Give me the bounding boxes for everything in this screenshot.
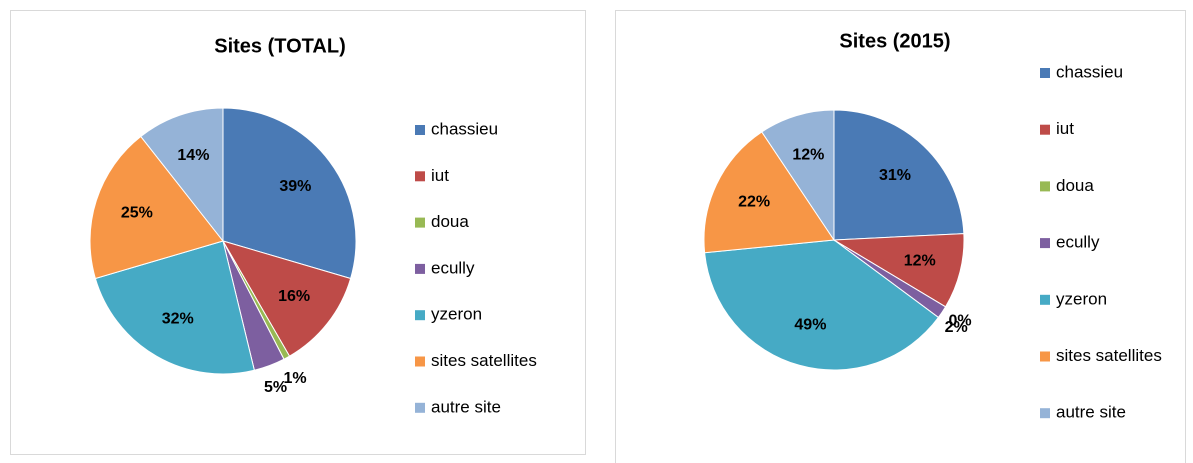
data-label: 22%: [738, 193, 770, 210]
legend-swatch: [1040, 124, 1050, 135]
data-label: 2%: [945, 319, 968, 336]
pie-slice: [140, 107, 224, 243]
data-label: 0%: [948, 313, 971, 330]
data-label: 39%: [279, 178, 311, 195]
data-label: 1%: [283, 370, 306, 387]
legend-label: iut: [1056, 119, 1074, 138]
legend-label: doua: [431, 212, 469, 231]
legend-label: yzeron: [1056, 289, 1107, 308]
pie-slice: [222, 107, 357, 280]
pie-slice: [704, 239, 940, 371]
chart-title: Sites (2015): [839, 30, 950, 52]
pie-slice: [221, 240, 352, 357]
legend-label: doua: [1056, 176, 1094, 195]
pie-slice: [703, 131, 835, 254]
legend-swatch: [415, 356, 425, 367]
legend-swatch: [1040, 68, 1050, 78]
data-label: 12%: [792, 147, 824, 164]
legend-swatch: [415, 217, 425, 228]
legend-label: sites satellites: [1056, 346, 1162, 365]
pie-slice: [94, 240, 255, 375]
pie-slice: [761, 109, 835, 242]
legend-swatch: [1040, 238, 1050, 249]
pie-slice: [89, 135, 224, 280]
legend-label: sites satellites: [431, 351, 537, 370]
data-label: 5%: [264, 379, 287, 396]
legend-swatch: [1040, 351, 1050, 362]
pie-slice: [832, 233, 965, 308]
legend-swatch: [1040, 294, 1050, 305]
legend-label: autre site: [1056, 403, 1126, 422]
legend-label: autre site: [431, 397, 501, 416]
pie-slice: [833, 109, 965, 241]
data-label: 32%: [162, 311, 194, 328]
legend-label: chassieu: [1056, 62, 1123, 81]
legend-swatch: [415, 171, 425, 182]
legend-label: ecully: [1056, 233, 1100, 252]
legend-label: ecully: [431, 258, 475, 277]
legend-label: iut: [431, 166, 449, 185]
legend-swatch: [415, 402, 425, 413]
data-label: 49%: [794, 316, 826, 333]
legend-swatch: [415, 263, 425, 274]
legend-label: yzeron: [431, 305, 482, 324]
legend-swatch: [1040, 408, 1050, 419]
legend-swatch: [1040, 181, 1050, 192]
data-label: 12%: [904, 253, 936, 270]
data-label: 25%: [121, 205, 153, 222]
legend-swatch: [415, 310, 425, 321]
legend-swatch: [415, 125, 425, 135]
legend-label: chassieu: [431, 119, 498, 138]
data-label: 16%: [278, 288, 310, 305]
chart-title: Sites (TOTAL): [214, 35, 345, 57]
data-label: 14%: [177, 147, 209, 164]
data-label: 31%: [879, 167, 911, 184]
